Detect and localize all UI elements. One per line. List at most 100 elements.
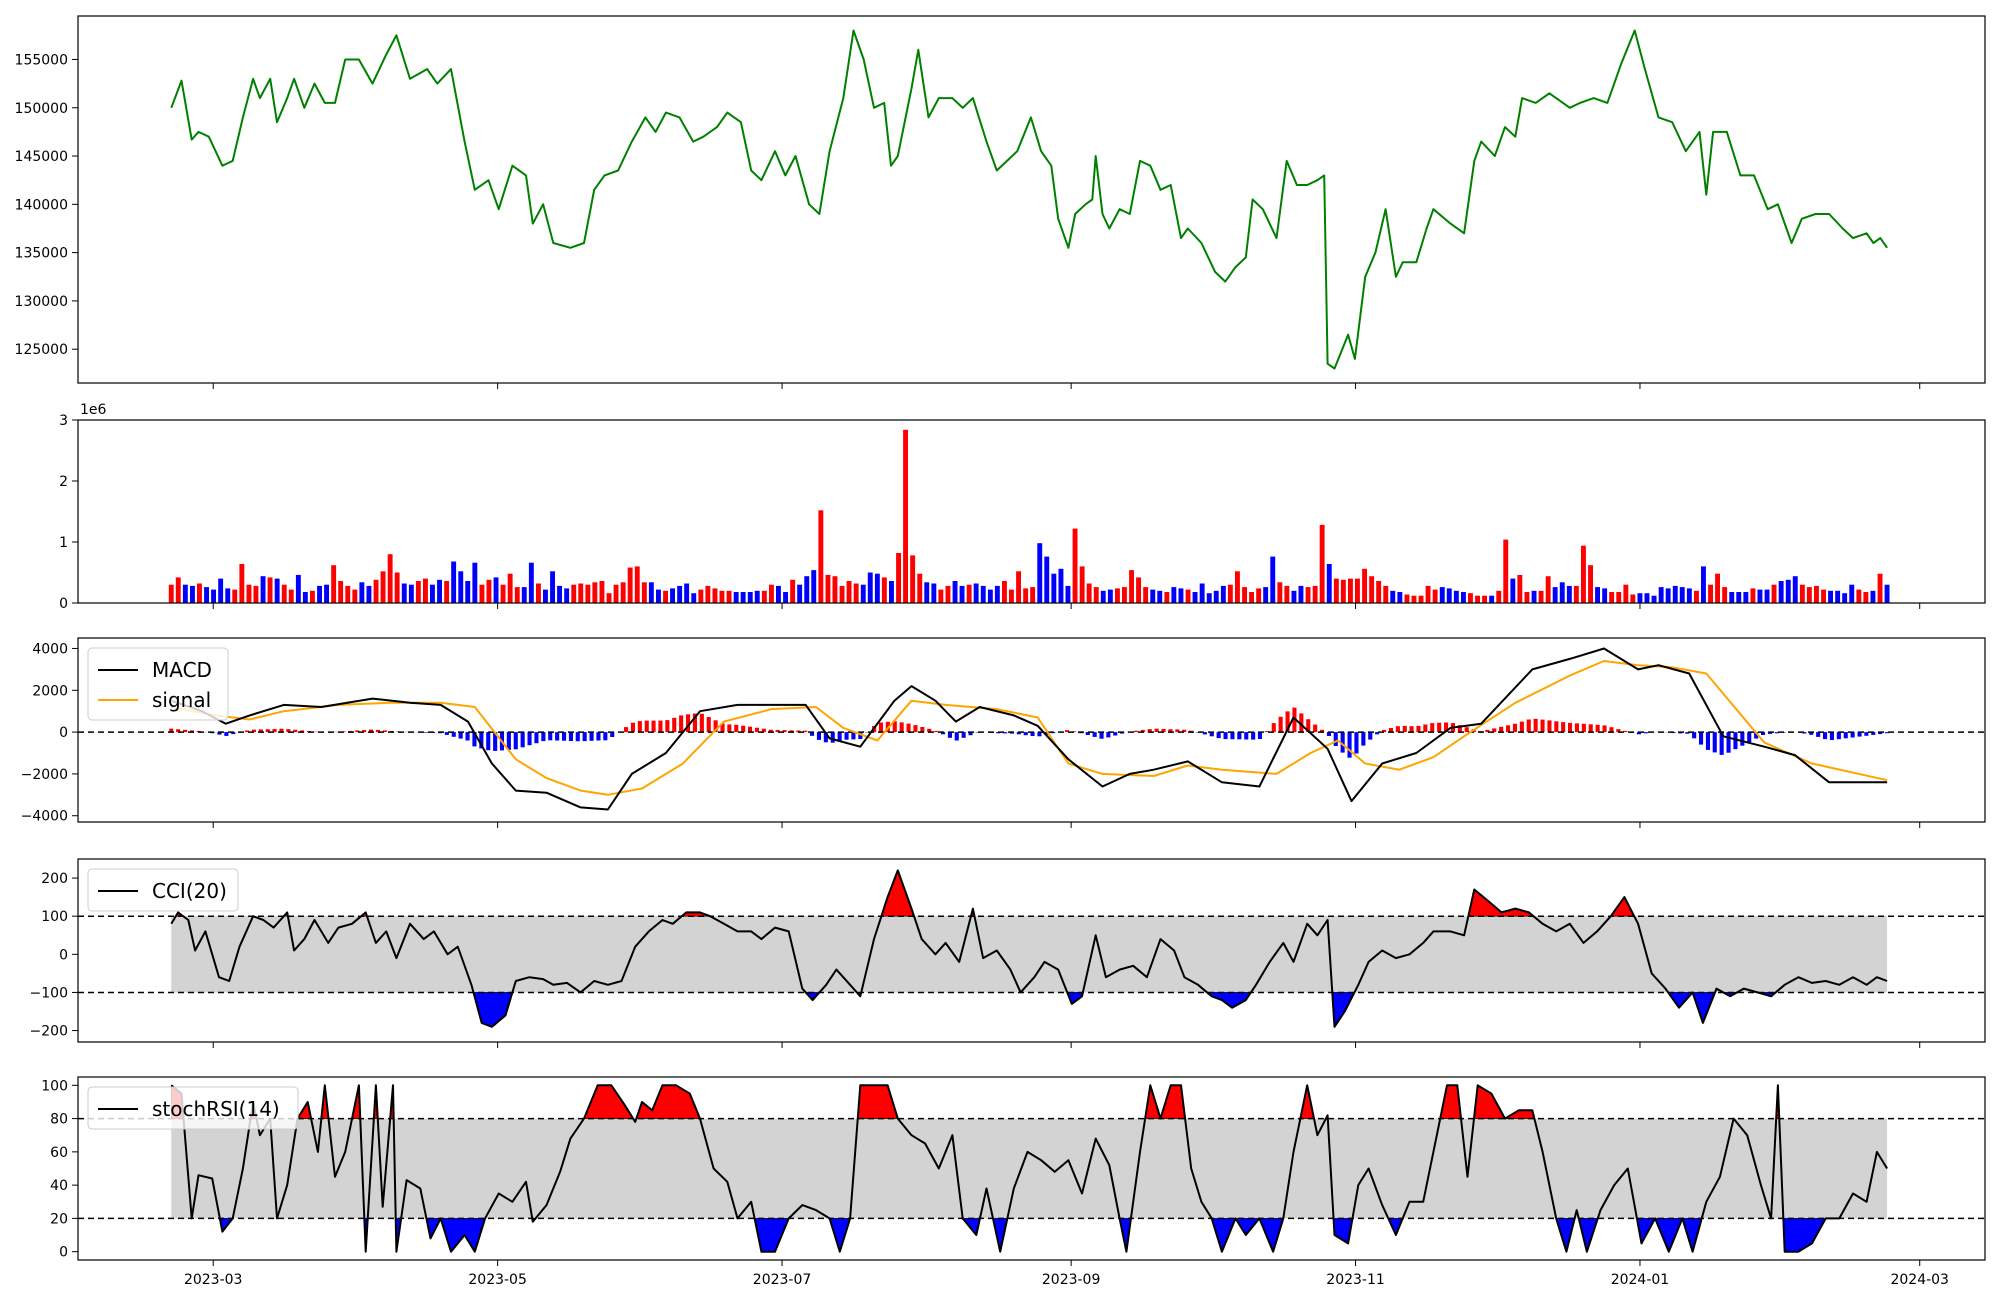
volume-bar — [1645, 593, 1650, 603]
macd-histogram-bar — [1258, 732, 1262, 739]
macd-histogram-bar — [569, 732, 573, 741]
volume-bar — [1772, 585, 1777, 603]
macd-histogram-bar — [1644, 732, 1648, 733]
volume-bar — [635, 566, 640, 603]
volume-bar — [1800, 585, 1805, 603]
volume-bar — [261, 576, 266, 603]
x-tick-label: 2023-09 — [1042, 1272, 1101, 1288]
volume-bar — [1256, 588, 1261, 603]
volume-bar — [1362, 569, 1367, 603]
volume-bar — [176, 577, 181, 603]
y-tick-label: 20 — [50, 1211, 68, 1227]
legend-label: signal — [152, 688, 211, 712]
macd-histogram-bar — [1513, 724, 1517, 732]
macd-histogram-bar — [1547, 720, 1551, 732]
volume-bar — [1270, 557, 1275, 603]
macd-histogram-bar — [1506, 725, 1510, 732]
macd-histogram-bar — [631, 723, 635, 732]
x-tick-label: 2023-05 — [468, 1272, 527, 1288]
macd-histogram-bar — [679, 715, 683, 732]
volume-bar — [1743, 592, 1748, 603]
volume-bar — [614, 585, 619, 603]
volume-bar — [924, 582, 929, 603]
y-tick-label: 0 — [59, 947, 68, 963]
volume-bar — [1532, 591, 1537, 603]
volume-bar — [331, 565, 336, 603]
price-panel-frame — [78, 16, 1985, 383]
macd-histogram-bar — [1534, 719, 1538, 732]
volume-bar — [931, 584, 936, 604]
volume-bar — [197, 584, 202, 604]
volume-bar — [755, 591, 760, 603]
macd-histogram-bar — [638, 721, 642, 732]
volume-bar — [225, 588, 230, 603]
volume-bar — [282, 585, 287, 603]
macd-histogram-bar — [1230, 732, 1234, 739]
macd-histogram-bar — [1348, 732, 1352, 758]
y-tick-label: 100 — [41, 1078, 68, 1094]
volume-bar — [727, 591, 732, 603]
volume-bar — [218, 579, 223, 603]
volume-bar — [1856, 590, 1861, 603]
volume-bar — [713, 588, 718, 603]
volume-bar — [960, 586, 965, 603]
legend-label: MACD — [152, 658, 212, 682]
volume-bar — [1751, 588, 1756, 603]
volume-bar — [550, 571, 555, 603]
volume-bar — [1871, 591, 1876, 603]
volume-bar — [345, 586, 350, 603]
volume-bar — [416, 581, 421, 603]
oversold-fill — [1783, 1218, 1825, 1251]
macd-histogram-bar — [1541, 720, 1545, 733]
volume-bar — [861, 585, 866, 603]
volume-bar — [1546, 576, 1551, 603]
macd-histogram-bar — [1244, 732, 1248, 739]
macd-histogram-bar — [734, 725, 738, 732]
volume-bar — [1129, 570, 1134, 603]
volume-bar — [352, 590, 357, 603]
macd-histogram-bar — [700, 714, 704, 732]
y-tick-label: 40 — [50, 1178, 68, 1194]
volume-bar — [1214, 591, 1219, 603]
volume-bar — [1348, 579, 1353, 603]
volume-bar — [953, 581, 958, 603]
volume-bar — [1094, 587, 1099, 603]
macd-histogram-bar — [907, 724, 911, 733]
signal-line — [171, 661, 1887, 795]
volume-bar — [1786, 580, 1791, 603]
macd-histogram-bar — [1527, 720, 1531, 733]
volume-bar — [1595, 587, 1600, 603]
volume-bar — [1807, 587, 1812, 603]
volume-bar — [663, 591, 668, 603]
macd-histogram-bar — [224, 732, 228, 736]
y-tick-label: 3 — [59, 413, 68, 429]
volume-bar — [1193, 592, 1198, 603]
volume-bar — [1553, 587, 1558, 603]
macd-histogram-bar — [1416, 726, 1420, 732]
macd-histogram-bar — [528, 732, 532, 745]
volume-bar — [677, 586, 682, 603]
volume-bar — [1292, 591, 1297, 603]
volume-bar — [840, 586, 845, 603]
volume-bar — [437, 580, 442, 603]
macd-histogram-bar — [1603, 725, 1607, 732]
volume-bar — [367, 586, 372, 603]
volume-bar — [1284, 586, 1289, 603]
y-tick-label: 140000 — [15, 197, 68, 213]
y-tick-label: −4000 — [21, 809, 68, 825]
macd-histogram-bar — [1437, 723, 1441, 732]
macd-histogram-bar — [590, 732, 594, 741]
volume-bar — [875, 574, 880, 603]
macd-histogram-bar — [948, 732, 952, 738]
macd-histogram-bar — [1727, 732, 1731, 753]
volume-bar — [247, 585, 252, 603]
macd-histogram-bar — [1024, 732, 1028, 735]
volume-bar — [628, 568, 633, 603]
macd-histogram-bar — [1354, 732, 1358, 753]
macd-histogram-bar — [583, 732, 587, 741]
macd-histogram-bar — [1423, 725, 1427, 733]
macd-histogram-bar — [741, 726, 745, 732]
volume-bar — [1574, 586, 1579, 603]
volume-bar — [1708, 585, 1713, 603]
